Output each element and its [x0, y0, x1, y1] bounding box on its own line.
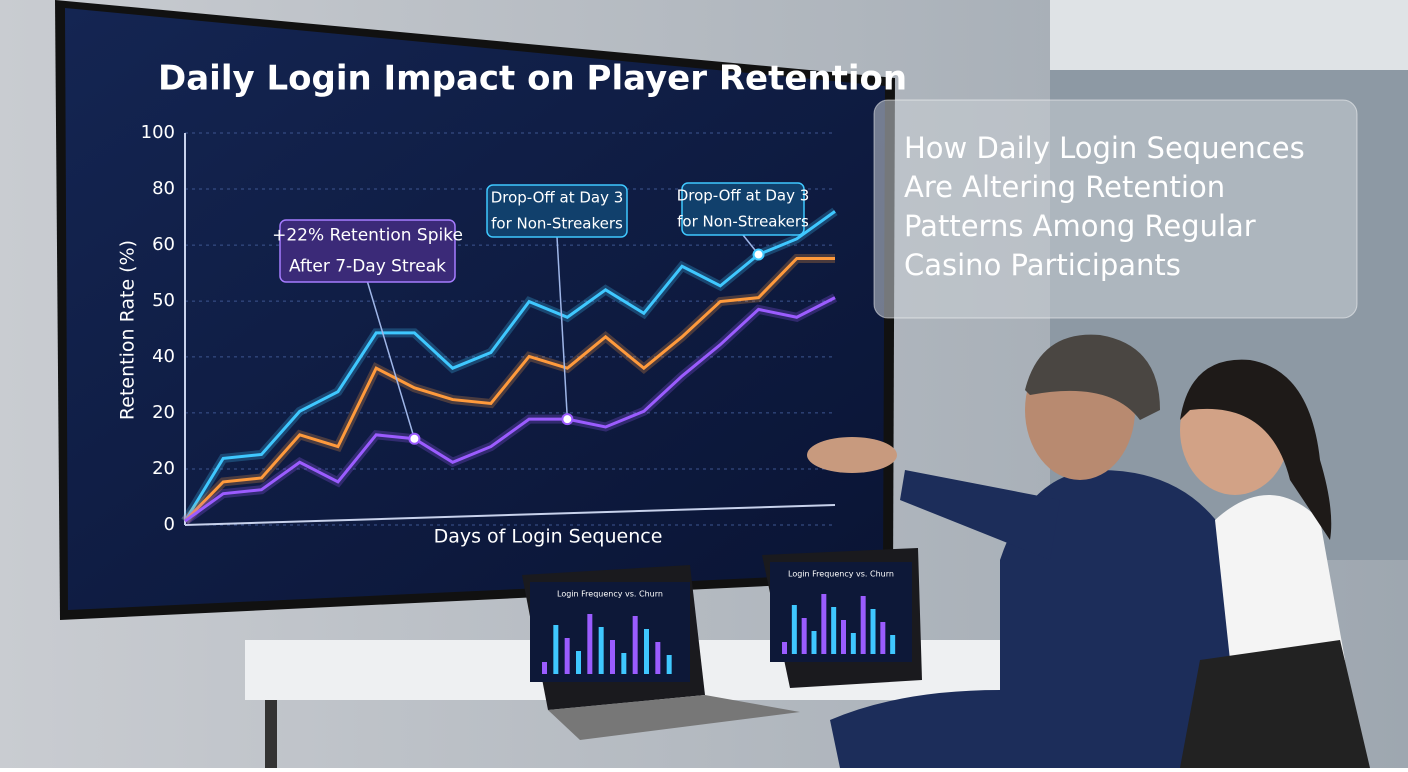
headline: How Daily Login Sequences Are Altering Re…: [904, 131, 1305, 282]
man-suit: [830, 470, 1250, 768]
laptop-bar: [542, 662, 547, 674]
table-leg: [265, 700, 277, 768]
headline-line: Are Altering Retention: [904, 170, 1225, 204]
annotation-text: +22% Retention Spike: [272, 226, 463, 246]
annotation-box: [681, 182, 805, 236]
laptop-bar: [890, 635, 896, 654]
man-arm: [900, 470, 1060, 560]
y-tick-label: 50: [152, 290, 175, 311]
y-axis-label: Retention Rate (%): [117, 240, 139, 420]
chair: [1180, 640, 1370, 768]
annotation-leader: [556, 236, 569, 420]
laptop-bar: [666, 655, 672, 674]
annotation-text: for Non-Streakers: [491, 215, 623, 233]
annotation-text: Drop-Off at Day 3: [677, 187, 810, 205]
laptop-bar: [880, 622, 886, 654]
laptop-bar: [632, 616, 638, 674]
annotation-text: After 7-Day Streak: [289, 257, 446, 277]
laptop-bar: [801, 618, 807, 654]
headline-panel: [873, 99, 1358, 319]
laptop-bar: [841, 620, 846, 654]
laptop-bar: [576, 651, 581, 674]
series-line: [183, 256, 835, 523]
laptop-bar: [791, 605, 797, 654]
ceiling: [1050, 0, 1408, 70]
laptop-bar: [860, 596, 866, 654]
laptop-bar: [870, 609, 876, 654]
laptop-title: Login Frequency vs. Churn: [788, 570, 894, 579]
man-hand: [807, 437, 897, 473]
series-line: [184, 296, 836, 523]
series-line: [183, 210, 836, 522]
laptop-bar: [831, 607, 837, 654]
laptop-bar: [553, 625, 559, 674]
x-axis: [184, 504, 836, 526]
annotation-point: [561, 413, 574, 426]
annotation-leader: [366, 281, 416, 439]
headline-line: How Daily Login Sequences: [904, 131, 1305, 165]
y-tick-label: 20: [152, 402, 175, 423]
laptop-bar: [598, 627, 604, 674]
annotation-box: [486, 184, 628, 238]
annotation-point: [752, 248, 765, 261]
y-tick-label: 60: [152, 234, 175, 255]
chart-title: Daily Login Impact on Player Retention: [158, 59, 907, 99]
man-hair: [1025, 334, 1160, 420]
laptop-bar: [811, 631, 817, 654]
laptop-bar: [621, 653, 627, 674]
annotation-box: [279, 219, 456, 283]
laptop-bar: [821, 594, 827, 654]
annotation-text: for Non-Streakers: [677, 213, 809, 231]
laptop-title: Login Frequency vs. Churn: [557, 590, 663, 599]
annotation-point: [408, 432, 421, 445]
laptop-bar: [564, 638, 570, 674]
headline-line: Casino Participants: [904, 248, 1181, 282]
laptop-bar: [850, 633, 856, 654]
y-tick-label: 20: [152, 458, 175, 479]
laptop-bar: [587, 614, 593, 674]
laptop-bar: [782, 642, 787, 654]
headline-line: Patterns Among Regular: [904, 209, 1256, 243]
woman-hair: [1180, 359, 1332, 540]
y-tick-label: 80: [152, 178, 175, 199]
laptop-bar: [610, 640, 615, 674]
woman-shirt: [1215, 495, 1345, 660]
laptop-screens: Login Frequency vs. Churn Login Frequency…: [530, 562, 912, 682]
chart: Daily Login Impact on Player Retention R…: [117, 59, 908, 548]
x-axis-label: Days of Login Sequence: [434, 526, 663, 548]
screen: [65, 8, 885, 610]
annotation-text: Drop-Off at Day 3: [491, 189, 624, 207]
y-tick-label: 40: [152, 346, 175, 367]
y-tick-label: 100: [141, 122, 175, 143]
y-tick-label: 0: [164, 514, 175, 535]
laptop-bar: [644, 629, 649, 674]
laptop-1-base: [548, 695, 800, 740]
laptop-bar: [655, 642, 661, 674]
